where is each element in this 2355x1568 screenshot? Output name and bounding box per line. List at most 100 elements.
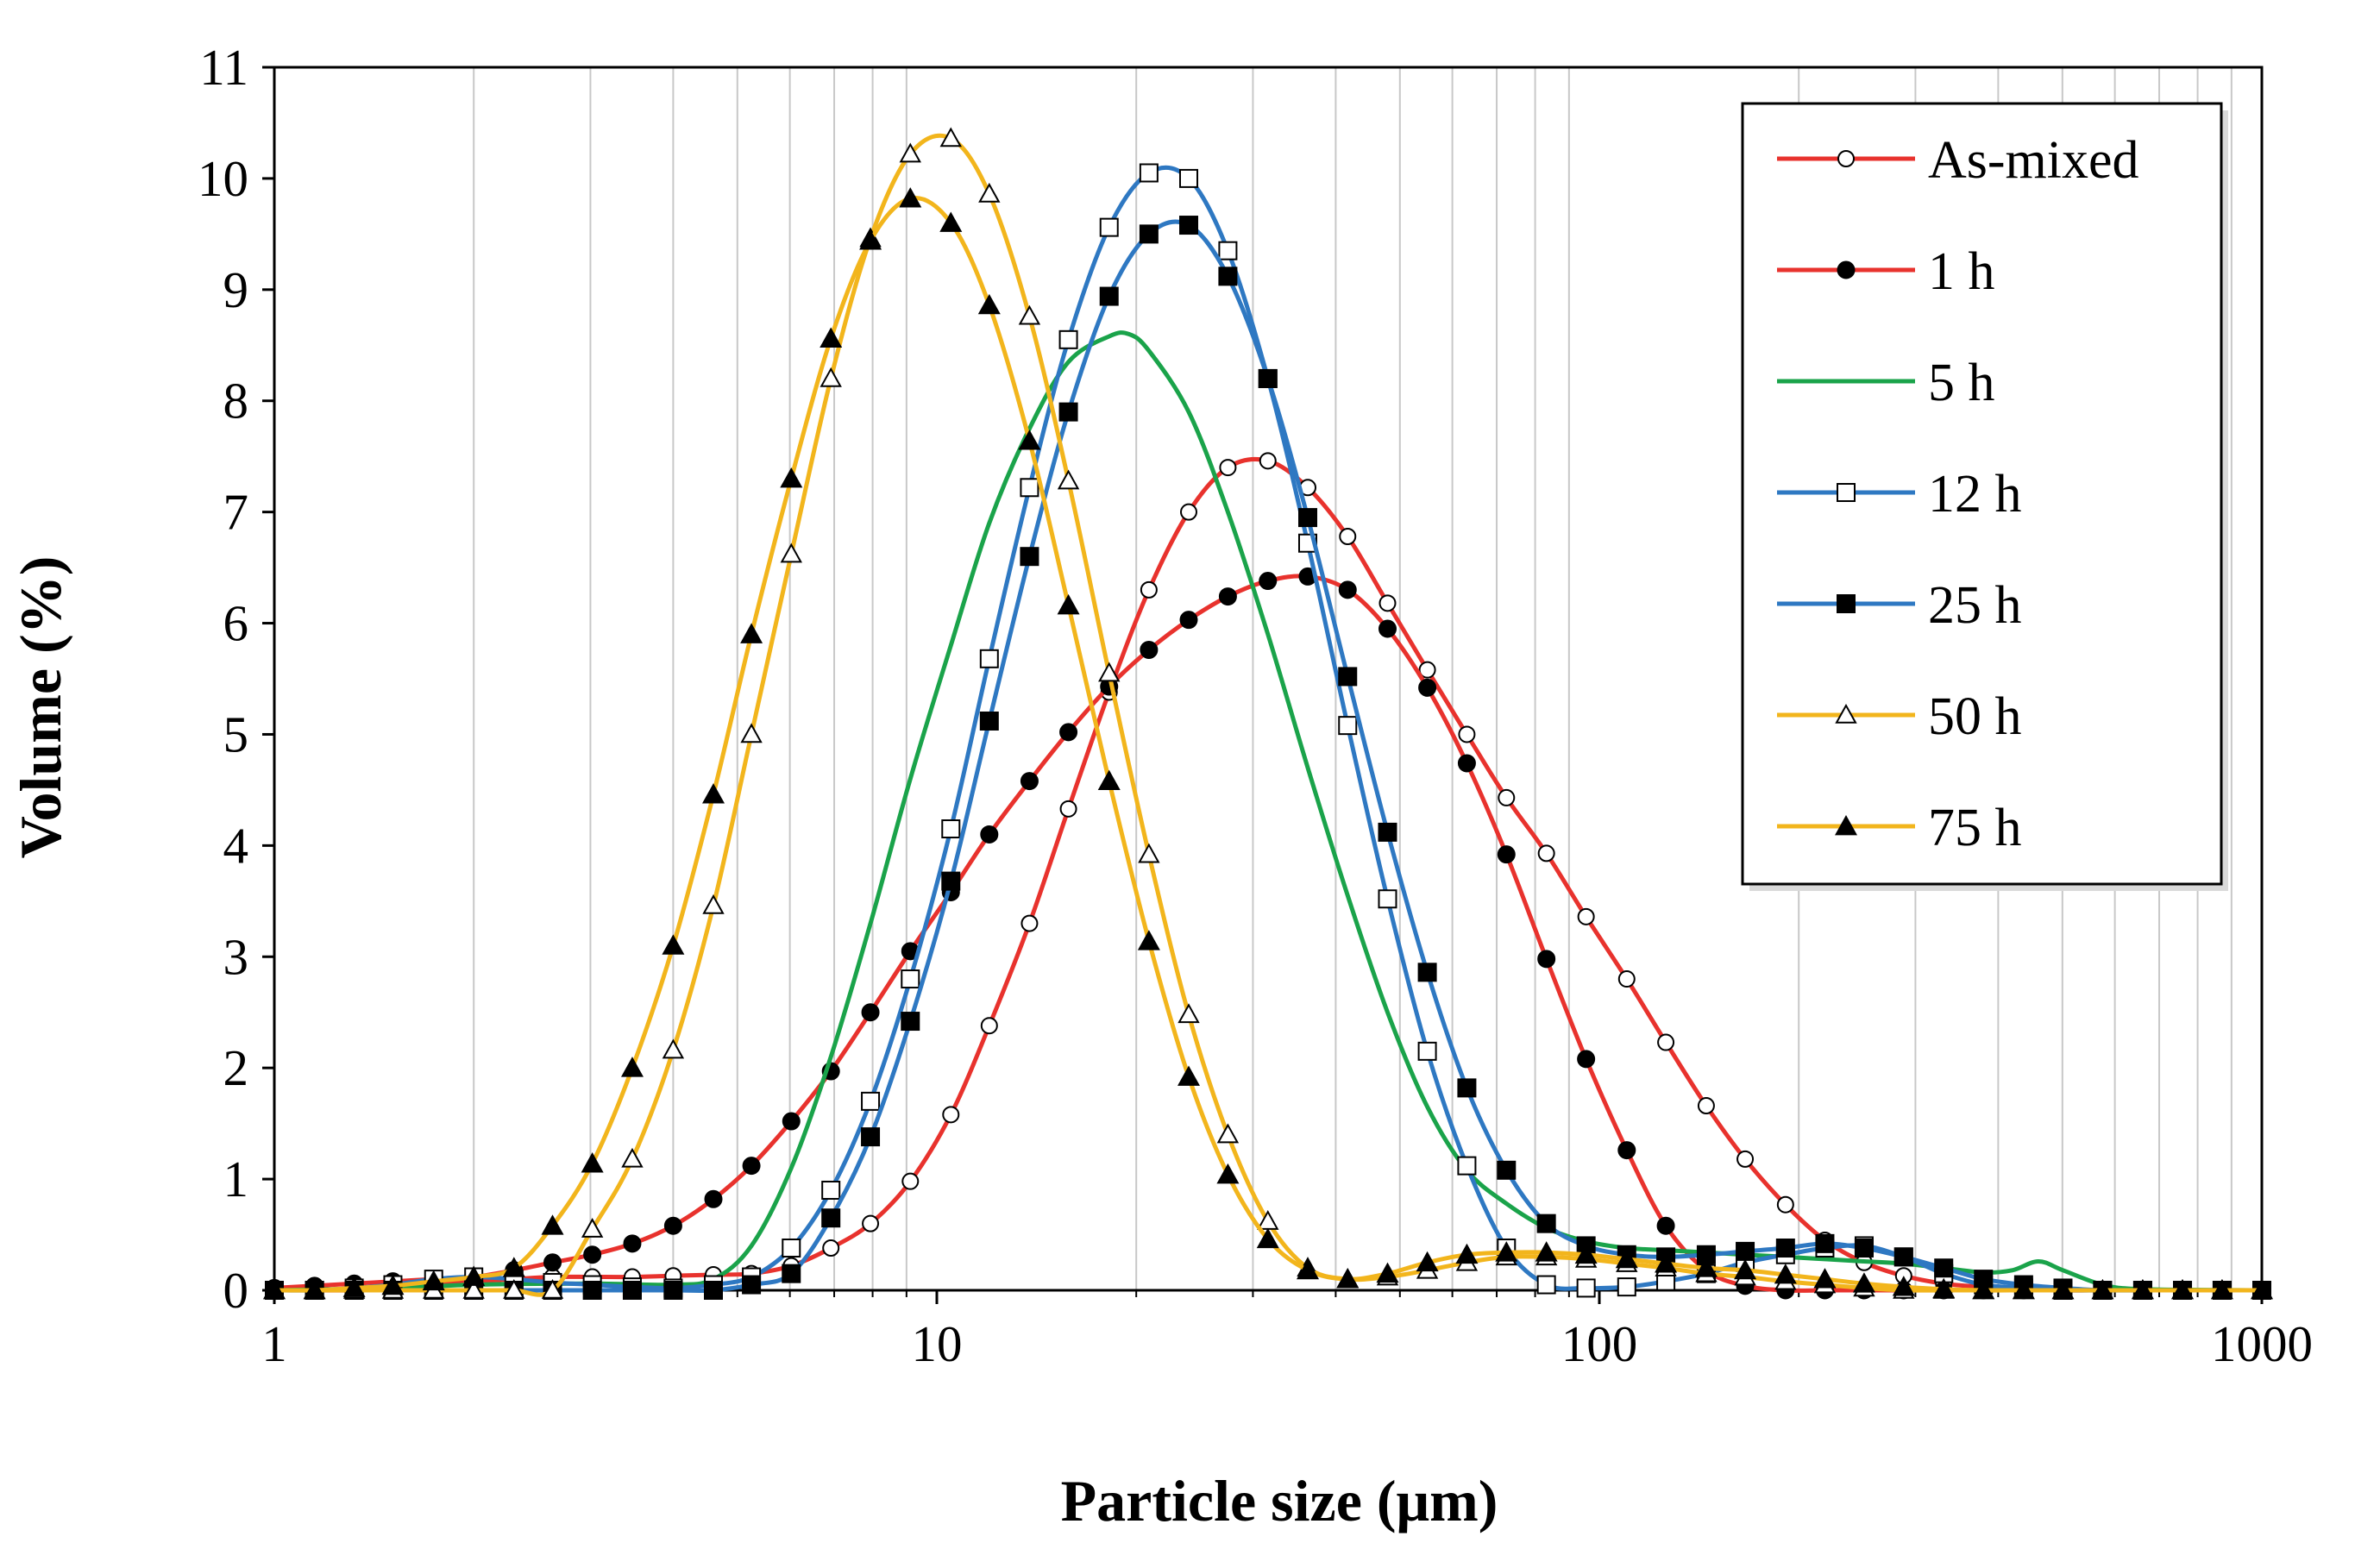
y-tick-label: 7 xyxy=(223,484,249,541)
data-point-12h xyxy=(1378,889,1397,909)
data-point-25h xyxy=(901,1012,920,1032)
y-tick-label: 8 xyxy=(223,373,249,430)
legend-item-50h: 50 h xyxy=(1777,687,2022,746)
data-point-1h xyxy=(663,1216,682,1235)
data-point-75h xyxy=(2210,1279,2233,1300)
legend-item-75h: 75 h xyxy=(1777,799,2022,857)
data-point-25h xyxy=(1258,368,1278,388)
data-point-1h xyxy=(980,825,999,844)
data-point-1h xyxy=(1259,572,1278,591)
legend-marker xyxy=(1835,815,1857,836)
data-point-75h xyxy=(859,229,882,250)
data-point-75h xyxy=(2012,1279,2035,1300)
data-point-75h xyxy=(2131,1279,2154,1300)
data-point-75h xyxy=(939,211,963,232)
data-point-75h xyxy=(1336,1268,1360,1289)
data-point-25h xyxy=(703,1281,723,1300)
data-point-75h xyxy=(1018,430,1041,450)
data-point-25h xyxy=(1934,1258,1954,1278)
data-point-as-mixed xyxy=(1537,844,1555,862)
data-point-25h xyxy=(622,1281,642,1300)
data-point-as-mixed xyxy=(1259,452,1277,470)
data-point-75h xyxy=(1972,1279,1995,1300)
data-point-12h xyxy=(1020,478,1039,498)
data-point-as-mixed xyxy=(1378,594,1397,612)
data-point-25h xyxy=(1218,267,1238,286)
data-point-75h xyxy=(1495,1241,1518,1262)
data-point-1h xyxy=(782,1112,801,1131)
data-point-as-mixed xyxy=(980,1017,998,1035)
data-point-50h xyxy=(581,1218,604,1238)
data-point-50h xyxy=(978,182,1001,203)
data-point-75h xyxy=(1892,1276,1915,1296)
data-point-75h xyxy=(2171,1279,2195,1300)
data-point-1h xyxy=(861,1003,880,1022)
data-point-50h xyxy=(1057,469,1080,490)
data-point-75h xyxy=(1615,1247,1638,1269)
data-point-1h xyxy=(1656,1216,1675,1235)
data-point-12h xyxy=(1179,168,1199,188)
legend-label: 75 h xyxy=(1928,799,2022,857)
data-point-75h xyxy=(899,187,922,208)
series-group xyxy=(263,127,2273,1300)
data-point-75h xyxy=(2251,1279,2273,1300)
data-point-75h xyxy=(1774,1263,1797,1284)
data-point-1h xyxy=(1179,611,1198,630)
data-point-1h xyxy=(1020,772,1039,791)
data-point-75h xyxy=(1655,1252,1678,1273)
data-point-12h xyxy=(979,649,999,668)
data-point-25h xyxy=(1139,224,1159,244)
legend-label: 1 h xyxy=(1928,242,1995,301)
data-point-12h xyxy=(1617,1277,1636,1297)
y-tick-label: 0 xyxy=(223,1262,249,1319)
data-point-12h xyxy=(1338,716,1358,736)
data-point-75h xyxy=(381,1274,405,1295)
data-point-as-mixed xyxy=(1776,1195,1794,1214)
data-point-75h xyxy=(1734,1258,1757,1280)
legend-label: 5 h xyxy=(1928,354,1995,412)
data-point-25h xyxy=(941,871,961,891)
data-point-75h xyxy=(780,467,803,488)
data-point-1h xyxy=(704,1189,723,1208)
data-point-75h xyxy=(462,1265,486,1286)
data-point-12h xyxy=(1576,1278,1596,1298)
data-point-50h xyxy=(1216,1123,1240,1144)
data-point-1h xyxy=(623,1234,642,1253)
data-point-1h xyxy=(1140,640,1159,659)
series-75h xyxy=(263,187,2273,1300)
data-point-25h xyxy=(1736,1241,1755,1261)
data-point-50h xyxy=(1018,304,1041,325)
data-point-50h xyxy=(939,127,962,147)
x-tick-label: 10 xyxy=(912,1315,963,1372)
data-point-50h xyxy=(662,1038,685,1059)
data-point-25h xyxy=(1099,286,1119,306)
data-point-75h xyxy=(1813,1268,1837,1289)
data-point-1h xyxy=(1418,678,1437,697)
data-point-25h xyxy=(1497,1160,1517,1180)
data-point-25h xyxy=(782,1264,801,1283)
data-point-75h xyxy=(2051,1279,2075,1300)
data-point-as-mixed xyxy=(1059,800,1077,818)
legend-label: 50 h xyxy=(1928,687,2022,746)
data-point-as-mixed xyxy=(862,1214,880,1232)
data-point-12h xyxy=(782,1239,801,1258)
legend-marker xyxy=(1837,483,1856,502)
x-tick-label: 1000 xyxy=(2211,1315,2313,1372)
legend-label: 25 h xyxy=(1928,576,2022,635)
legend-item-25h: 25 h xyxy=(1777,576,2022,635)
data-point-50h xyxy=(702,894,725,914)
legend: As-mixed 1 h 5 h 12 h 25 h 50 h 75 h xyxy=(1741,102,2228,891)
data-point-12h xyxy=(861,1091,881,1111)
y-axis-title: Volume (%) xyxy=(8,556,73,859)
data-point-75h xyxy=(1535,1241,1558,1262)
data-point-as-mixed xyxy=(1219,459,1237,477)
data-point-as-mixed xyxy=(1498,788,1516,806)
data-point-as-mixed xyxy=(1418,661,1436,679)
data-point-25h xyxy=(821,1208,841,1228)
legend-item-12h: 12 h xyxy=(1777,465,2022,524)
data-point-25h xyxy=(1854,1239,1874,1258)
data-point-25h xyxy=(663,1281,683,1300)
data-point-12h xyxy=(1058,329,1078,349)
data-point-25h xyxy=(1298,508,1318,528)
data-point-75h xyxy=(1178,1065,1201,1086)
